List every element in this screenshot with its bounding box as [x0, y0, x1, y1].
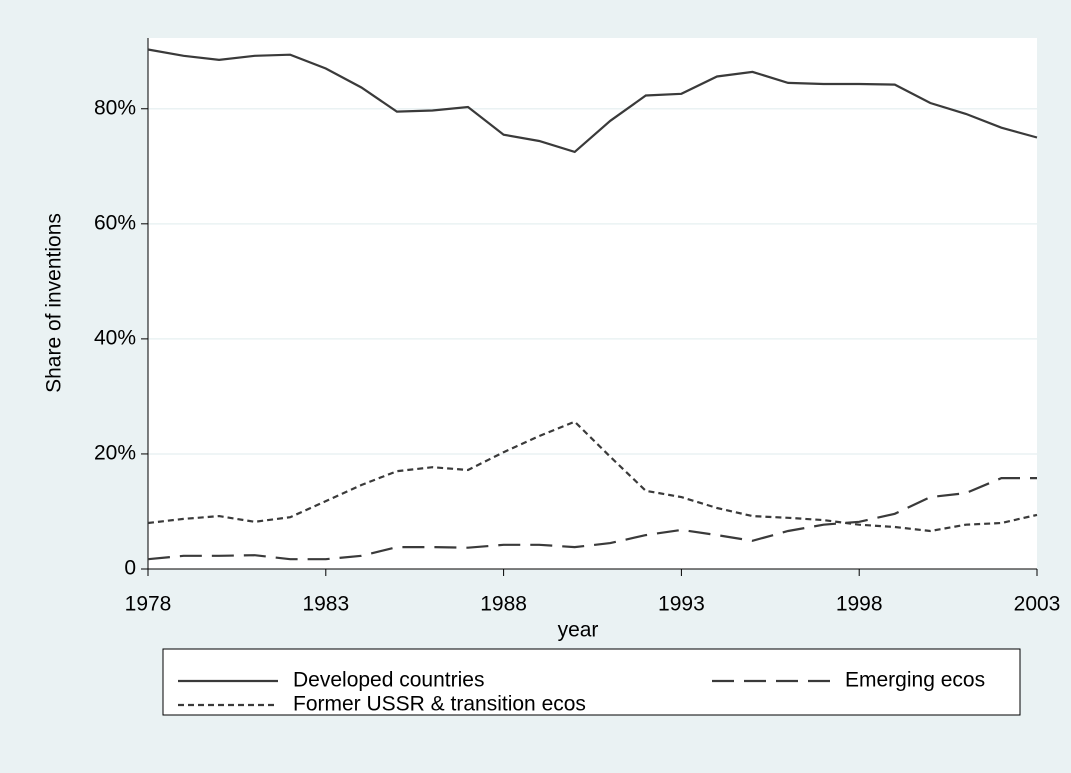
x-tick-label: 1983: [302, 593, 349, 616]
y-tick-label: 20%: [94, 441, 136, 464]
legend-box: [162, 648, 1021, 716]
y-tick-label: 0: [124, 557, 136, 580]
x-tick-label: 1988: [480, 593, 527, 616]
x-tick-label: 1978: [125, 593, 172, 616]
y-tick-label: 60%: [94, 211, 136, 234]
series-line: [147, 420, 1038, 533]
legend-label: Developed countries: [293, 669, 484, 692]
series-line: [147, 477, 1037, 561]
legend-label: Emerging ecos: [845, 669, 985, 692]
x-tick-label: 1993: [658, 593, 705, 616]
y-axis-label: Share of inventions: [43, 213, 66, 393]
plot-area: [148, 38, 1037, 569]
series-line: [147, 48, 1038, 154]
x-tick-label: 1998: [836, 593, 883, 616]
legend-label: Former USSR & transition ecos: [293, 693, 586, 716]
x-tick-label: 2003: [1014, 593, 1061, 616]
y-tick-label: 40%: [94, 326, 136, 349]
x-axis-label: year: [558, 619, 599, 642]
y-tick-label: 80%: [94, 96, 136, 119]
